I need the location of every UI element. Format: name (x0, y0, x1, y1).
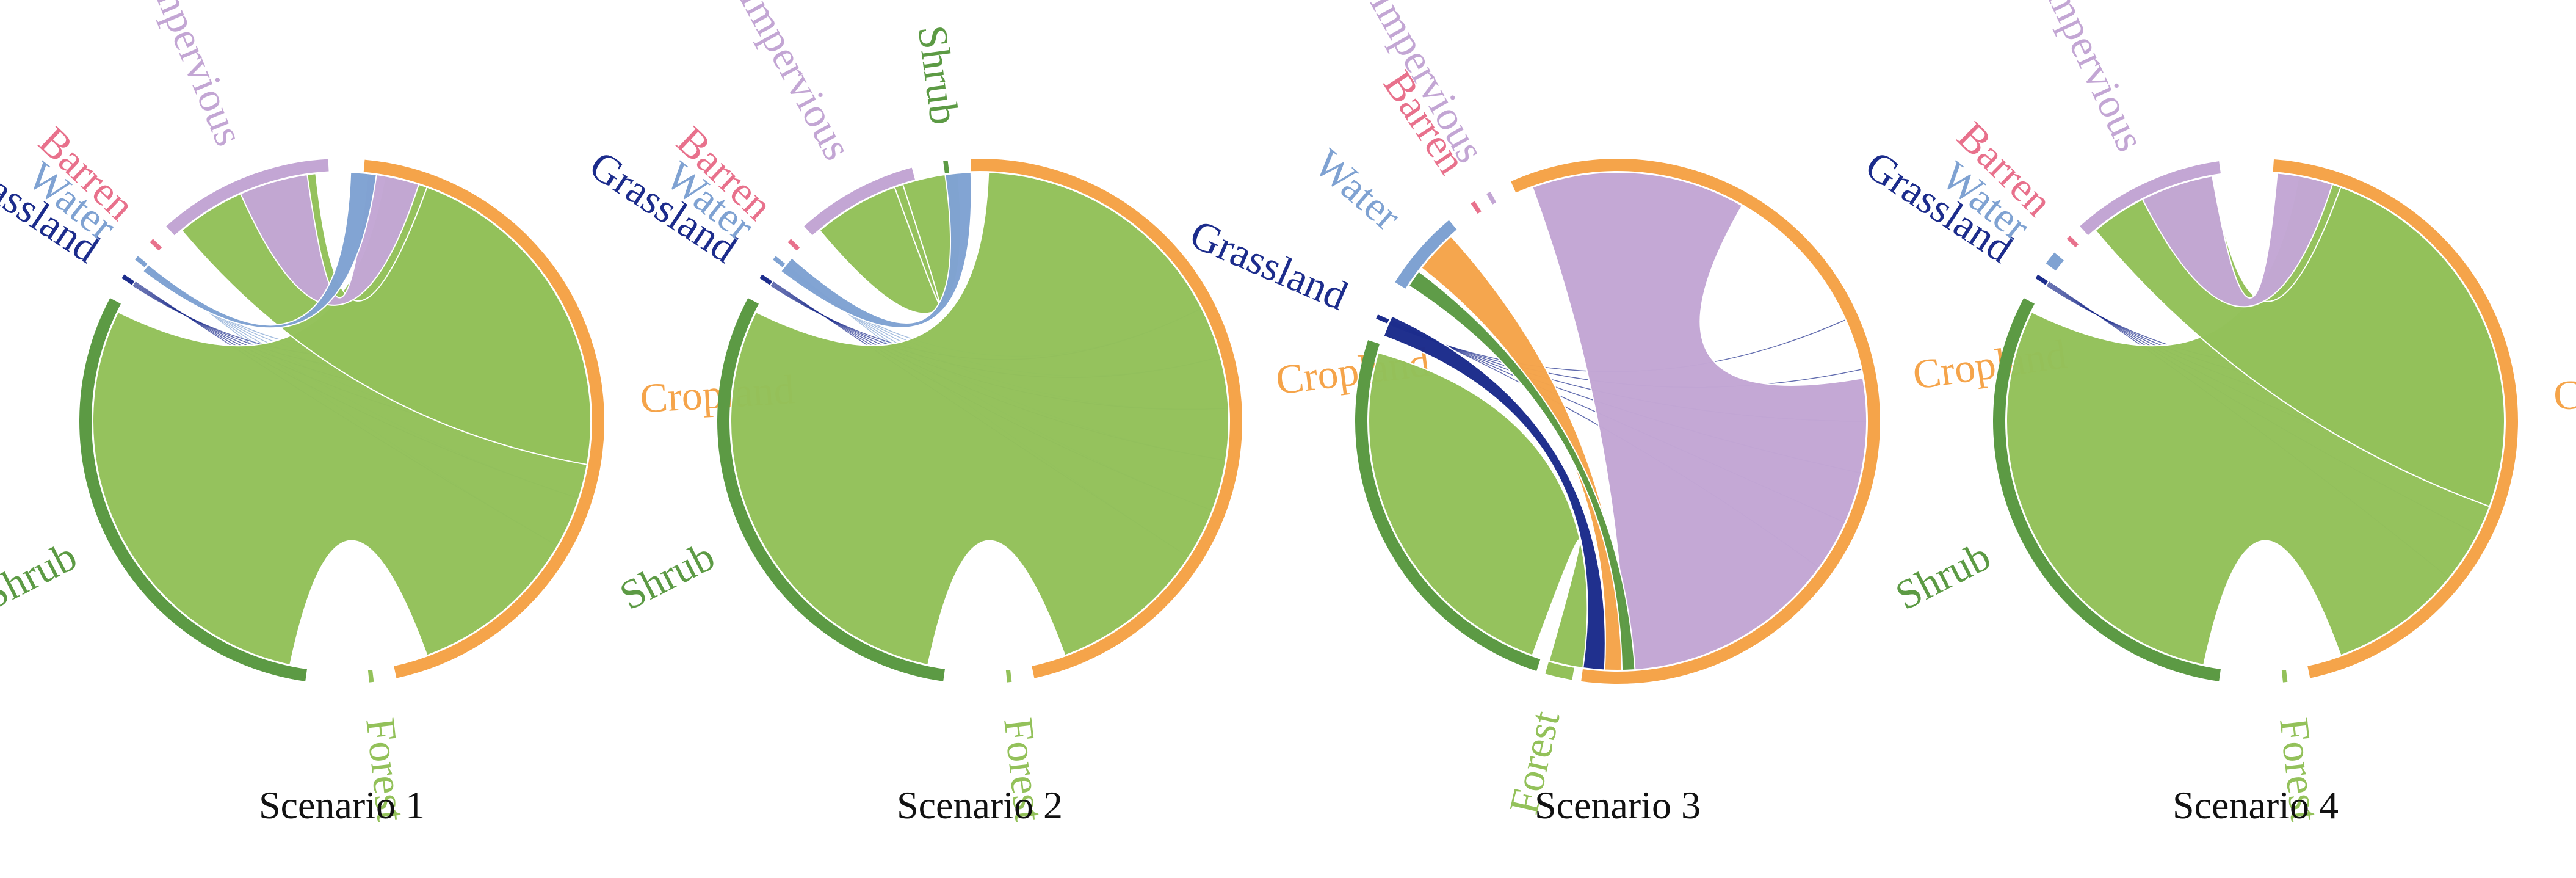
arc-forest (1545, 662, 1574, 680)
chord-diagram-3: GrasslandWaterBarrenImperviousCroplandFo… (1184, 0, 2069, 827)
arc-forest (1005, 669, 1012, 683)
scenario-caption: Scenario 3 (1535, 783, 1701, 827)
arc-impervious (804, 167, 915, 236)
segment-label-shrub: Shrub (0, 532, 84, 619)
arc-grassland (1376, 314, 1389, 324)
arc-water (135, 256, 148, 267)
arc-barren (1471, 201, 1482, 214)
segment-label-impervious: Impervious (2032, 0, 2154, 158)
segment-label-water: Water (1306, 140, 1410, 239)
ribbon-cropland-to-cropland (1532, 172, 1867, 671)
segment-label-shrub: Shrub (612, 532, 722, 619)
arc-shrub (717, 298, 945, 681)
arc-impervious (1486, 191, 1497, 205)
arc-forest (2281, 669, 2288, 683)
ribbon-cropland-to-cropland (239, 173, 420, 306)
ribbon-grassland-to-cropland (1383, 315, 1606, 671)
chord-diagram-1: ShrubGrasslandWaterBarrenImperviousCropl… (0, 0, 796, 827)
arc-shrub (1993, 298, 2221, 681)
ribbon-impervious-to-cropland (819, 172, 961, 314)
arc-grassland (2035, 274, 2049, 285)
arc-grassland (759, 274, 773, 285)
ribbon-cropland-to-cropland (2141, 172, 2334, 308)
scenario-caption: Scenario 2 (897, 783, 1063, 827)
arc-barren (150, 239, 162, 251)
ribbon-shrub-to-forest (1368, 352, 1588, 669)
chord-diagram-4: ShrubGrasslandWaterBarrenImperviousCropl… (1858, 0, 2576, 827)
arc-impervious (166, 159, 329, 236)
arc-water (2046, 252, 2064, 271)
ribbon-water-to-cropland (780, 172, 972, 328)
segment-label-cropland: Cropland (2552, 362, 2576, 419)
segment-label-shrub: Shrub (909, 23, 968, 127)
segment-label-shrub: Shrub (1888, 532, 1997, 619)
arc-barren (787, 239, 800, 251)
ribbon-water-to-cropland (1408, 270, 1636, 671)
arc-shrub (943, 161, 950, 173)
arc-grassland (121, 274, 135, 285)
arc-forest (367, 669, 374, 683)
ribbon-water-to-cropland (142, 172, 377, 329)
segment-label-impervious: Impervious (138, 0, 253, 152)
arc-barren (2066, 235, 2079, 248)
scenario-caption: Scenario 4 (2173, 783, 2339, 827)
scenario-caption: Scenario 1 (259, 783, 425, 827)
ribbon-shrub-to-cropland (730, 172, 1229, 666)
arc-water (773, 256, 786, 267)
arc-impervious (2080, 161, 2221, 236)
arc-water (1395, 220, 1457, 289)
arc-shrub (79, 298, 307, 681)
segment-label-impervious: Impervious (731, 0, 862, 167)
